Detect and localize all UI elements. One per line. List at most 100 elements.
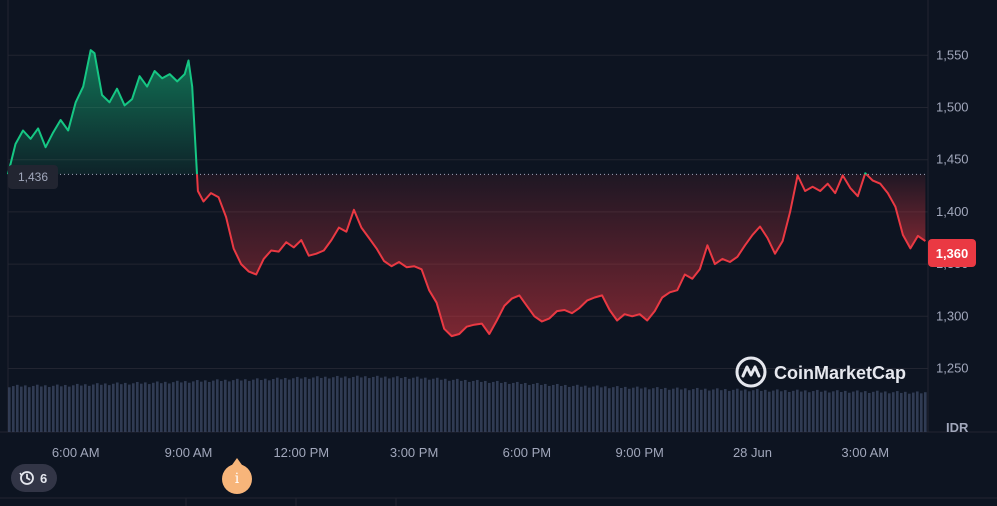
volume-bar xyxy=(660,388,663,432)
volume-bar xyxy=(604,386,607,432)
volume-bar xyxy=(468,381,471,432)
x-axis: 6:00 AM 9:00 AM 12:00 PM 3:00 PM 6:00 PM 9:00… xyxy=(52,445,889,460)
volume-bar xyxy=(672,388,675,432)
volume-bar xyxy=(640,388,643,432)
volume-bar xyxy=(560,385,563,432)
volume-bar xyxy=(440,379,443,432)
volume-bar xyxy=(428,379,431,432)
x-tick-label: 3:00 AM xyxy=(841,445,889,460)
volume-bar xyxy=(832,391,835,432)
volume-bar xyxy=(316,376,319,432)
volume-bar xyxy=(472,380,475,432)
volume-bar xyxy=(784,390,787,432)
volume-bar xyxy=(28,387,31,432)
volume-bar xyxy=(756,389,759,432)
volume-bar xyxy=(668,389,671,432)
volume-bar xyxy=(404,376,407,432)
volume-bar xyxy=(828,392,831,432)
volume-bar xyxy=(504,381,507,432)
volume-bar xyxy=(800,391,803,432)
volume-bar xyxy=(884,391,887,432)
volume-bar xyxy=(720,390,723,432)
volume-bar xyxy=(72,385,75,432)
volume-bar xyxy=(904,391,907,432)
volume-bar xyxy=(384,376,387,432)
info-icon[interactable]: i xyxy=(222,464,252,494)
volume-bar xyxy=(200,381,203,432)
volume-bar xyxy=(644,387,647,432)
volume-bar xyxy=(112,383,115,432)
volume-bar xyxy=(36,384,39,432)
volume-bar xyxy=(160,383,163,432)
volume-bar xyxy=(48,387,51,432)
volume-bar xyxy=(836,390,839,432)
history-icon xyxy=(19,471,34,485)
volume-bar xyxy=(500,382,503,432)
volume-bar xyxy=(592,386,595,432)
volume-bar xyxy=(888,393,891,432)
volume-bar xyxy=(12,386,15,432)
y-tick-label: 1,500 xyxy=(936,100,969,115)
volume-bar xyxy=(88,385,91,432)
volume-bar xyxy=(92,384,95,432)
volume-bar xyxy=(224,379,227,432)
volume-bar xyxy=(528,384,531,432)
history-button[interactable]: 6 xyxy=(11,464,58,492)
volume-bar xyxy=(396,376,399,432)
volume-bar xyxy=(696,387,699,432)
volume-bar xyxy=(448,380,451,432)
volume-bar xyxy=(340,377,343,432)
line-above-reference xyxy=(7,49,198,175)
volume-bar xyxy=(148,384,151,432)
volume-bar xyxy=(304,377,307,432)
volume-bar xyxy=(744,389,747,432)
volume-bar xyxy=(732,389,735,432)
volume-bar xyxy=(68,386,71,432)
volume-bar xyxy=(196,380,199,432)
current-price-label: 1,360 xyxy=(936,246,969,261)
volume-bar xyxy=(536,382,539,432)
volume-bar xyxy=(856,390,859,432)
x-tick-label: 9:00 PM xyxy=(615,445,663,460)
volume-bar xyxy=(796,389,799,432)
volume-bar xyxy=(872,391,875,432)
volume-bar xyxy=(324,376,327,432)
volume-bar xyxy=(680,389,683,432)
volume-bar xyxy=(656,387,659,432)
volume-bar xyxy=(236,378,239,432)
volume-bar xyxy=(752,390,755,432)
volume-bar xyxy=(812,391,815,432)
volume-bar xyxy=(764,389,767,432)
volume-bar xyxy=(852,391,855,432)
volume-bar xyxy=(892,392,895,432)
volume-bar xyxy=(544,383,547,432)
volume-bar xyxy=(96,383,99,432)
volume-bar xyxy=(912,392,915,432)
watermark: CoinMarketCap xyxy=(735,356,906,388)
volume-bar xyxy=(44,385,47,432)
volume-bar xyxy=(716,388,719,432)
area-above-reference xyxy=(8,50,197,175)
history-count: 6 xyxy=(40,470,48,486)
y-tick-label: 1,300 xyxy=(936,308,969,323)
volume-bar xyxy=(632,387,635,432)
volume-bar xyxy=(252,379,255,432)
volume-bar xyxy=(508,383,511,432)
volume-bar xyxy=(704,388,707,432)
volume-bar xyxy=(876,390,879,432)
volume-bar xyxy=(464,379,467,432)
volume-bar xyxy=(652,388,655,432)
volume-bar xyxy=(844,390,847,432)
volume-bar xyxy=(664,387,667,432)
volume-bar xyxy=(100,384,103,432)
volume-bar xyxy=(688,390,691,432)
volume-bar xyxy=(452,379,455,432)
volume-bar xyxy=(624,386,627,432)
volume-bar xyxy=(484,380,487,432)
volume-bar xyxy=(24,385,27,432)
volume-bar xyxy=(568,386,571,432)
volume-bar xyxy=(212,380,215,432)
volume-bar xyxy=(348,378,351,432)
volume-bar xyxy=(292,378,295,432)
